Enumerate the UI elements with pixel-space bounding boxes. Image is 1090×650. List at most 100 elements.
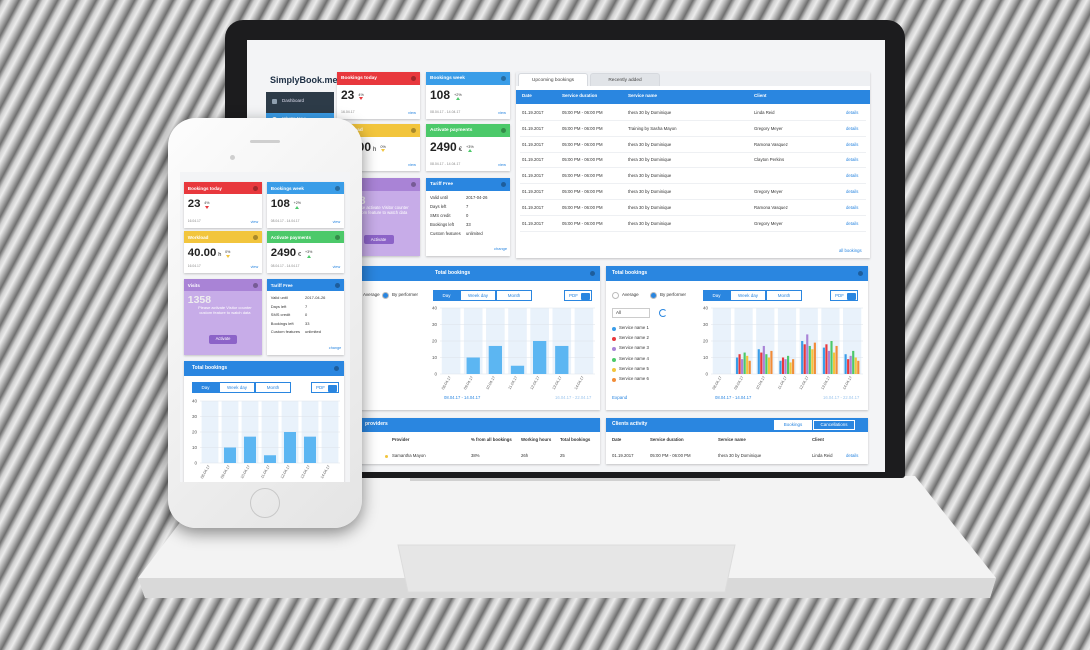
panel-title: Total bookings (612, 269, 648, 276)
card-header: Tariff Free (267, 279, 344, 292)
change-link[interactable]: change (328, 346, 342, 351)
panel-title: Total bookings (435, 269, 471, 276)
period-tab[interactable]: Week day (730, 290, 766, 301)
card-date: 08.04.17 - 14.04.17 (430, 162, 461, 166)
radio[interactable] (612, 292, 619, 299)
table-cell: Linda Reid (812, 453, 833, 458)
value-row: 2490 € +3% (430, 140, 474, 154)
details-link[interactable]: details (846, 220, 859, 226)
view-link[interactable]: view (498, 110, 507, 115)
y-tick-label: 40 (703, 306, 709, 311)
touchpad (397, 544, 736, 593)
legend-label: Service name 5 (619, 365, 649, 371)
bookings-panel: Upcoming bookings Recently added Date Servi… (516, 72, 870, 258)
x-tick-label: 11.04.17 (508, 376, 519, 391)
activate-button[interactable]: Activate (208, 335, 238, 344)
period-tab[interactable]: Month (255, 382, 291, 393)
card-value: 108 (270, 198, 290, 211)
bar (767, 357, 770, 374)
period-tab[interactable]: Month (766, 290, 802, 301)
expand-link[interactable]: Expand (612, 395, 628, 400)
tab[interactable]: Upcoming bookings (518, 73, 588, 86)
tab[interactable]: Recently added (590, 73, 660, 86)
bar (847, 359, 850, 374)
range-prev[interactable]: 08.04.17 - 14.04.17 (715, 395, 752, 400)
panel-header: Clients activity Bookings Cancellations (606, 418, 868, 432)
details-link[interactable]: details (846, 189, 859, 194)
y-tick-label: 30 (703, 322, 709, 327)
filter-select[interactable]: All (612, 308, 650, 318)
radio[interactable] (650, 292, 657, 299)
card-value: 108 (430, 88, 451, 102)
range-next[interactable]: 16.04.17 - 22.04.17 (823, 395, 860, 400)
legend-label: Service name 2 (619, 335, 649, 341)
period-tab[interactable]: Day (192, 382, 219, 393)
activate-button[interactable]: Activate (363, 235, 394, 244)
card-value: 23 (341, 88, 355, 102)
card-date: 16.04.17 (187, 264, 201, 269)
activity-tab[interactable]: Bookings (774, 420, 812, 430)
card-header: Activate payments (267, 231, 344, 244)
details-link[interactable]: details (846, 453, 859, 458)
tariff-value: 7 (466, 204, 469, 209)
value-row: 108 +2% (430, 88, 462, 102)
change-link[interactable]: change (494, 246, 508, 251)
bar (822, 347, 825, 374)
table-cell: 26h (521, 453, 529, 458)
table-cell: 05:00 PM - 06:00 PM (562, 173, 603, 179)
table-cell: Training by Sasha Mayon (628, 125, 677, 131)
period-tab[interactable]: Week day (219, 382, 255, 393)
table-cell: 05:00 PM - 06:00 PM (562, 141, 603, 147)
bar (264, 455, 276, 463)
info-icon (501, 76, 506, 81)
bar (854, 357, 857, 374)
info-icon (335, 282, 341, 288)
pdf-button[interactable]: PDF (311, 382, 339, 393)
details-link[interactable]: details (846, 173, 859, 179)
bar (555, 345, 569, 374)
bar (224, 447, 236, 463)
card-unit: h (218, 252, 222, 259)
details-link[interactable]: details (846, 141, 859, 147)
column-header: Total bookings (560, 437, 591, 442)
menu-item[interactable]: Dashboard (282, 98, 305, 103)
view-link[interactable]: view (498, 162, 507, 167)
pdf-button[interactable]: PDF (830, 290, 858, 301)
details-link[interactable]: details (846, 204, 859, 210)
period-tab[interactable]: Day (703, 290, 730, 301)
phone-screen: Bookings today 23 4% 16.04.17 view Bookings w… (180, 172, 350, 482)
home-button[interactable] (250, 488, 280, 518)
radio-label: By performer (392, 292, 419, 297)
all-bookings-link[interactable]: all bookings (839, 248, 862, 253)
range-next[interactable]: 16.04.17 - 22.04.17 (555, 395, 592, 400)
period-tab[interactable]: Day (433, 290, 460, 301)
period-tab[interactable]: Week day (460, 290, 496, 301)
info-icon (253, 185, 259, 191)
view-link[interactable]: view (408, 110, 417, 115)
details-link[interactable]: details (846, 110, 859, 115)
view-link[interactable]: view (332, 220, 341, 225)
pdf-button[interactable]: PDF (564, 290, 592, 301)
trend-arrow (455, 97, 460, 101)
view-link[interactable]: view (332, 265, 341, 270)
period-tab[interactable]: Month (496, 290, 532, 301)
panel-title: Total bookings (192, 364, 228, 371)
view-link[interactable]: view (408, 162, 417, 167)
view-link[interactable]: view (250, 265, 259, 270)
details-link[interactable]: details (846, 157, 859, 163)
card-date: 08.04.17 - 14.04.17 (270, 219, 300, 224)
table-cell: 01.19.2017 (522, 220, 544, 226)
card-header: Bookings week (267, 182, 344, 195)
activity-tab[interactable]: Cancellations (813, 420, 855, 430)
row-divider (520, 151, 866, 153)
column-header: Working hours (521, 437, 552, 442)
details-link[interactable]: details (846, 125, 859, 131)
card-value: 40.00 (187, 247, 217, 260)
range-prev[interactable]: 08.04.17 - 14.04.17 (444, 395, 481, 400)
radio[interactable] (382, 292, 389, 299)
x-tick-label: 12.04.17 (280, 465, 291, 480)
refresh-icon[interactable] (659, 309, 667, 317)
card-date: 16.04.17 (341, 110, 355, 114)
view-link[interactable]: view (250, 220, 259, 225)
card-delta: +2% (454, 93, 462, 98)
